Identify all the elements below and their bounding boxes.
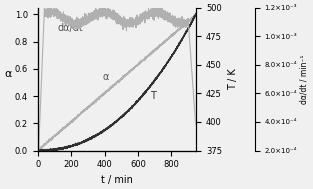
Y-axis label: T / K: T / K xyxy=(228,68,238,90)
Text: T: T xyxy=(150,91,156,101)
Text: α: α xyxy=(103,72,109,82)
Y-axis label: dα/dt / min⁻¹: dα/dt / min⁻¹ xyxy=(300,54,309,104)
Y-axis label: α: α xyxy=(4,69,12,79)
Text: dα/dt: dα/dt xyxy=(58,23,84,33)
X-axis label: t / min: t / min xyxy=(101,175,133,185)
